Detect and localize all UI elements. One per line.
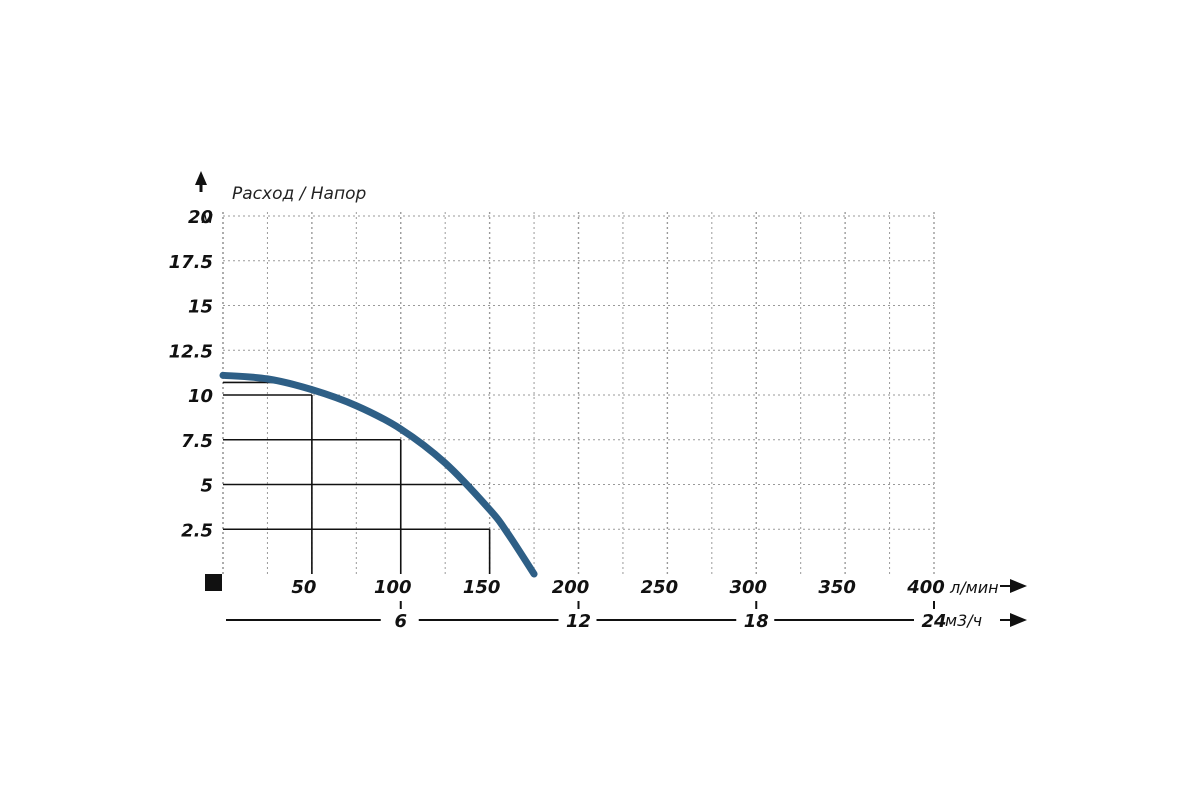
y-tick-label: 10 [188, 386, 213, 407]
x-unit-label: л/мин [949, 578, 999, 597]
x2-axis-line [226, 601, 935, 621]
origin-marker [205, 574, 222, 591]
series-line [219, 371, 538, 578]
x-tick-label: 150 [463, 577, 501, 598]
reference-lines [223, 381, 491, 574]
x-tick-label: 400 [906, 577, 945, 598]
y-tick-label: 20 [188, 207, 213, 228]
x2-unit-label: м3/ч [945, 611, 982, 630]
x-tick-label: 50 [291, 577, 316, 598]
x-axis-arrow-icon [1000, 579, 1027, 593]
x-tick-labels: 50 100 150 200 250 300 350 400 [291, 577, 944, 598]
y-tick-labels: 2.5 5 7.5 10 12.5 15 17.5 20 [169, 207, 213, 541]
y-tick-label: 7.5 [181, 431, 213, 452]
x2-tick-label: 6 [394, 611, 407, 632]
y-unit-label: м [201, 208, 213, 227]
chart-grid [222, 212, 935, 574]
y-tick-label: 2.5 [181, 520, 213, 541]
x-tick-label: 200 [552, 577, 590, 598]
y-tick-label: 5 [200, 476, 213, 497]
x-tick-label: 350 [818, 577, 856, 598]
x2-axis-arrow-icon [1000, 613, 1027, 627]
x-tick-label: 100 [374, 577, 412, 598]
chart-title: Расход / Напор [232, 184, 366, 204]
x-tick-label: 300 [729, 577, 767, 598]
y-tick-label: 15 [188, 297, 213, 318]
x2-tick-label: 18 [744, 611, 769, 632]
performance-curve [219, 371, 538, 578]
x2-tick-label: 24 [921, 611, 946, 632]
y-tick-label: 17.5 [169, 252, 213, 273]
y-axis-arrow-icon [195, 171, 207, 192]
y-tick-label: 12.5 [169, 341, 213, 362]
x2-tick-label: 12 [566, 611, 591, 632]
x-tick-label: 250 [641, 577, 679, 598]
x2-tick-labels: 6 12 18 24 [394, 611, 946, 632]
